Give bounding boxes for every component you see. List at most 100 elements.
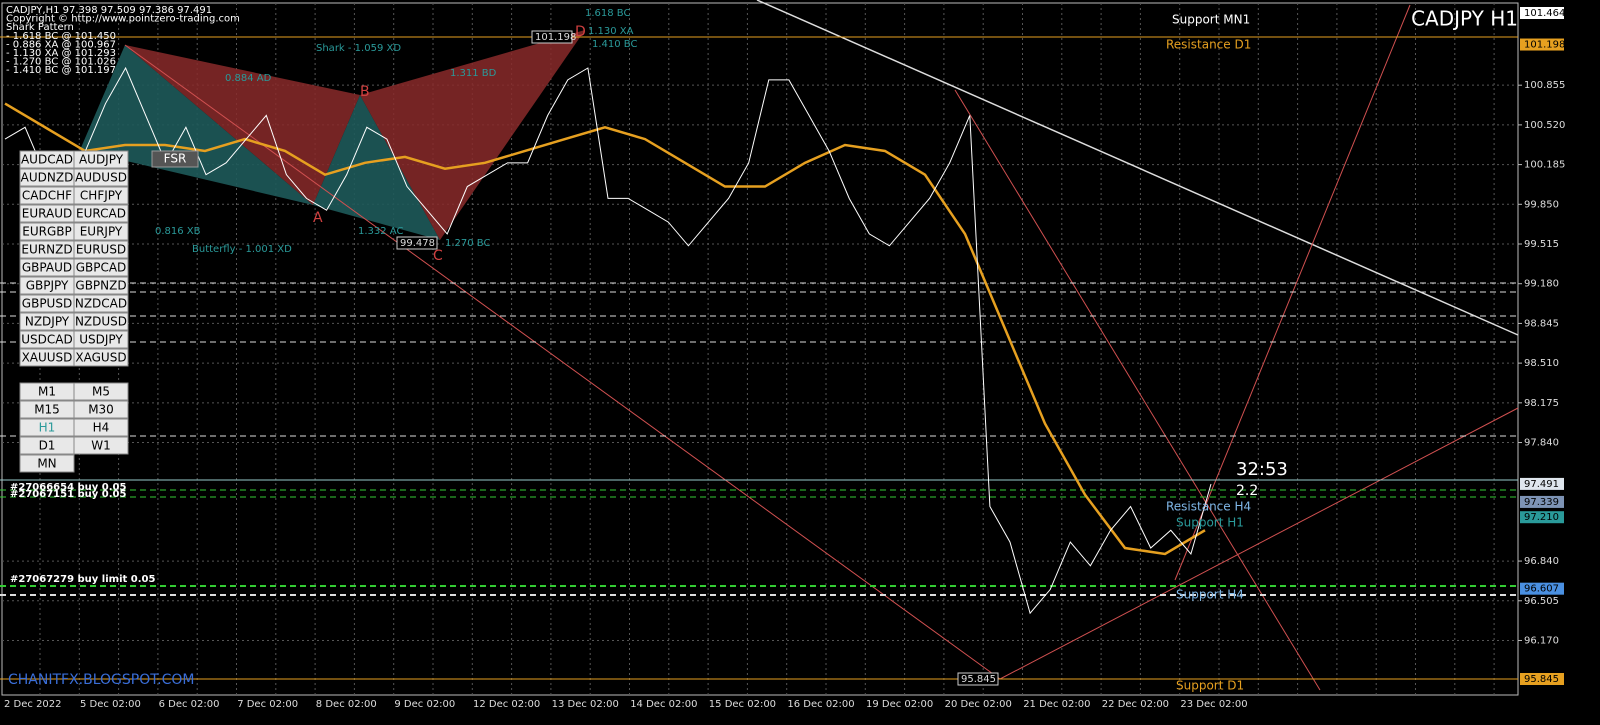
price-box xyxy=(1520,495,1564,508)
price-tag-box xyxy=(531,30,573,44)
price-tick-label: 98.175 xyxy=(1524,398,1559,409)
watermark: CHANITFX.BLOGSPOT.COM xyxy=(8,672,194,688)
price-box xyxy=(1520,582,1564,595)
price-box xyxy=(1520,673,1564,685)
price-tick-label: 100.855 xyxy=(1524,80,1565,91)
pattern-fill xyxy=(360,30,585,240)
symbol-label[interactable]: EURNZD xyxy=(21,243,72,257)
symbol-label[interactable]: USDJPY xyxy=(79,333,123,347)
symbol-label[interactable]: AUDJPY xyxy=(79,153,124,167)
pattern-fill xyxy=(125,45,360,205)
timeframe-label[interactable]: H1 xyxy=(39,421,56,435)
symbol-label[interactable]: EURJPY xyxy=(80,225,123,239)
price-tick-label: 98.845 xyxy=(1524,318,1559,329)
timeframe-button[interactable] xyxy=(73,382,129,401)
time-tick-label: 5 Dec 02:00 xyxy=(80,699,141,710)
symbol-title: CADJPY H1 xyxy=(1411,7,1518,31)
info-line: - 1.130 XA @ 101.293 xyxy=(6,48,116,59)
price-tick-label: 96.840 xyxy=(1524,556,1559,567)
pattern-label: Shark - 1.059 XD xyxy=(316,43,401,54)
channel-line xyxy=(954,89,1321,691)
symbol-label[interactable]: GBPNZD xyxy=(75,279,126,293)
info-line: - 1.618 BC @ 101.450 xyxy=(6,31,116,42)
symbol-button[interactable] xyxy=(73,240,129,259)
symbol-button[interactable] xyxy=(73,294,129,313)
pattern-label: 0.884 AD xyxy=(225,73,272,84)
symbol-label[interactable]: NZDUSD xyxy=(75,315,127,329)
timeframe-button[interactable] xyxy=(19,454,75,473)
timeframe-button[interactable] xyxy=(73,436,129,455)
symbol-button[interactable] xyxy=(73,348,129,367)
timeframe-button[interactable] xyxy=(73,400,129,419)
timeframe-label[interactable]: M5 xyxy=(92,385,110,399)
timeframe-button[interactable] xyxy=(73,418,129,437)
symbol-label[interactable]: CADCHF xyxy=(22,189,72,203)
price-tag-box xyxy=(957,672,999,686)
time-tick-label: 6 Dec 02:00 xyxy=(159,699,220,710)
symbol-label[interactable]: EURUSD xyxy=(76,243,126,257)
time-tick-label: 9 Dec 02:00 xyxy=(394,699,455,710)
timeframe-label[interactable]: M15 xyxy=(34,403,60,417)
level-label: Support MN1 xyxy=(1172,13,1250,27)
price-box xyxy=(1520,511,1564,524)
symbol-button[interactable] xyxy=(73,276,129,295)
price-tick-label: 99.515 xyxy=(1524,239,1559,250)
symbol-label[interactable]: XAUUSD xyxy=(22,351,73,365)
symbol-label[interactable]: GBPUSD xyxy=(22,297,72,311)
timeframe-label[interactable]: H4 xyxy=(93,421,110,435)
symbol-label[interactable]: EURAUD xyxy=(22,207,72,221)
price-tick-label: 99.850 xyxy=(1524,199,1559,210)
symbol-label[interactable]: AUDUSD xyxy=(75,171,127,185)
symbol-button[interactable] xyxy=(73,168,129,187)
fsr-button[interactable] xyxy=(151,150,199,168)
order-lines xyxy=(0,282,1518,596)
time-tick-label: 19 Dec 02:00 xyxy=(866,699,933,710)
fsr-label[interactable]: FSR xyxy=(164,152,187,166)
symbol-label[interactable]: NZDCAD xyxy=(75,297,127,311)
symbol-label[interactable]: AUDCAD xyxy=(21,153,73,167)
time-tick-label: 15 Dec 02:00 xyxy=(709,699,776,710)
symbol-label[interactable]: GBPAUD xyxy=(22,261,72,275)
symbol-button[interactable] xyxy=(73,312,129,331)
symbol-button[interactable] xyxy=(73,186,129,205)
pattern-label: 1.410 BC xyxy=(592,39,637,50)
time-tick-label: 13 Dec 02:00 xyxy=(552,699,619,710)
level-label: Support H1 xyxy=(1176,516,1244,530)
symbol-label[interactable]: GBPJPY xyxy=(26,279,69,293)
symbol-button[interactable] xyxy=(73,150,129,169)
symbol-button[interactable] xyxy=(73,204,129,223)
pattern-label: Butterfly - 1.001 XD xyxy=(192,244,292,255)
timeframe-label[interactable]: W1 xyxy=(91,439,111,453)
symbol-label[interactable]: EURCAD xyxy=(76,207,126,221)
symbol-button[interactable] xyxy=(73,330,129,349)
symbol-label[interactable]: EURGBP xyxy=(22,225,71,239)
level-label: Support H4 xyxy=(1176,588,1244,602)
pattern-label: 1.618 BC xyxy=(585,8,630,19)
symbol-button[interactable] xyxy=(73,222,129,241)
symbol-label[interactable]: USDCAD xyxy=(21,333,72,347)
price-box-label: 97.339 xyxy=(1524,497,1559,508)
price-tick-label: 96.505 xyxy=(1524,596,1559,607)
channel-line xyxy=(124,44,1001,680)
timeframe-label[interactable]: M1 xyxy=(38,385,56,399)
time-tick-label: 23 Dec 02:00 xyxy=(1180,699,1247,710)
timeframe-label[interactable]: M30 xyxy=(88,403,114,417)
spread: 2.2 xyxy=(1236,483,1258,499)
price-tag: 99.478 xyxy=(400,238,435,249)
symbol-label[interactable]: NZDJPY xyxy=(25,315,70,329)
symbol-label[interactable]: CHFJPY xyxy=(80,189,123,203)
timeframe-label[interactable]: MN xyxy=(37,457,56,471)
info-line: - 1.410 BC @ 101.197 xyxy=(6,65,116,76)
price-tick-label: 99.180 xyxy=(1524,279,1559,290)
symbol-label[interactable]: GBPCAD xyxy=(76,261,127,275)
symbol-label[interactable]: AUDNZD xyxy=(21,171,74,185)
symbol-button[interactable] xyxy=(73,258,129,277)
price-box-label: 96.607 xyxy=(1524,584,1559,595)
price-tick-label: 100.185 xyxy=(1524,160,1565,171)
timeframe-label[interactable]: D1 xyxy=(39,439,56,453)
symbol-label[interactable]: XAGUSD xyxy=(75,351,126,365)
time-tick-label: 20 Dec 02:00 xyxy=(945,699,1012,710)
price-tick-label: 96.170 xyxy=(1524,635,1559,646)
pattern-label: D xyxy=(575,24,586,40)
